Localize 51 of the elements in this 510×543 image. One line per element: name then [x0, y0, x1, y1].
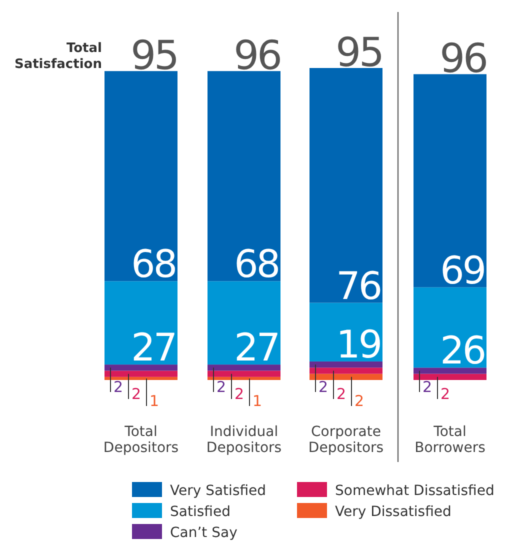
bar — [208, 370, 280, 377]
bar — [414, 368, 486, 374]
data-label: 2 — [354, 392, 364, 410]
bar — [310, 361, 382, 368]
bar — [104, 71, 178, 282]
data-label: 69 — [440, 248, 484, 292]
bar — [310, 68, 382, 303]
annotation: 95 — [130, 33, 178, 80]
bar — [310, 374, 382, 380]
data-label: 2 — [114, 378, 124, 396]
data-label: 68 — [234, 242, 278, 286]
bar — [104, 364, 178, 371]
x-tick-label: Corporate Depositors — [308, 424, 384, 456]
data-label: 2 — [132, 385, 142, 403]
bar — [208, 364, 280, 371]
data-label: 2 — [440, 385, 450, 403]
annotation: 96 — [234, 33, 280, 80]
data-label: 2 — [234, 385, 244, 403]
bar — [208, 281, 280, 365]
bar — [310, 368, 382, 374]
bar — [414, 374, 486, 380]
bar — [414, 287, 486, 368]
data-label: 2 — [318, 378, 328, 396]
bar — [104, 281, 178, 365]
annotation: 96 — [440, 36, 486, 82]
legend-label: Very Dissatisfied — [335, 504, 452, 520]
data-label: 1 — [252, 392, 262, 410]
annotation: 95 — [336, 30, 382, 76]
data-label: 2 — [422, 378, 432, 396]
bar — [104, 376, 178, 380]
data-label: 27 — [234, 326, 278, 370]
legend-label: Satisfied — [170, 504, 230, 520]
bar — [104, 370, 178, 377]
bar — [414, 74, 486, 288]
data-label: 26 — [440, 328, 484, 373]
x-tick-label: Individual Depositors — [206, 424, 282, 456]
bar — [208, 376, 280, 380]
legend-label: Somewhat Dissatisfied — [335, 483, 494, 499]
bar — [208, 71, 280, 282]
legend-label: Very Satisfied — [170, 483, 266, 499]
data-label: 2 — [336, 385, 346, 403]
x-tick-label: Total Depositors — [103, 424, 179, 456]
data-label: 19 — [336, 322, 380, 366]
data-label: 27 — [131, 326, 176, 370]
data-label: 76 — [336, 264, 380, 308]
annotation: Total Satisfaction — [14, 41, 102, 72]
data-label: 2 — [216, 378, 226, 396]
data-label: 68 — [131, 242, 176, 286]
legend-label: Can’t Say — [170, 525, 238, 541]
x-tick-label: Total Borrowers — [414, 424, 486, 456]
data-label: 1 — [150, 392, 160, 410]
